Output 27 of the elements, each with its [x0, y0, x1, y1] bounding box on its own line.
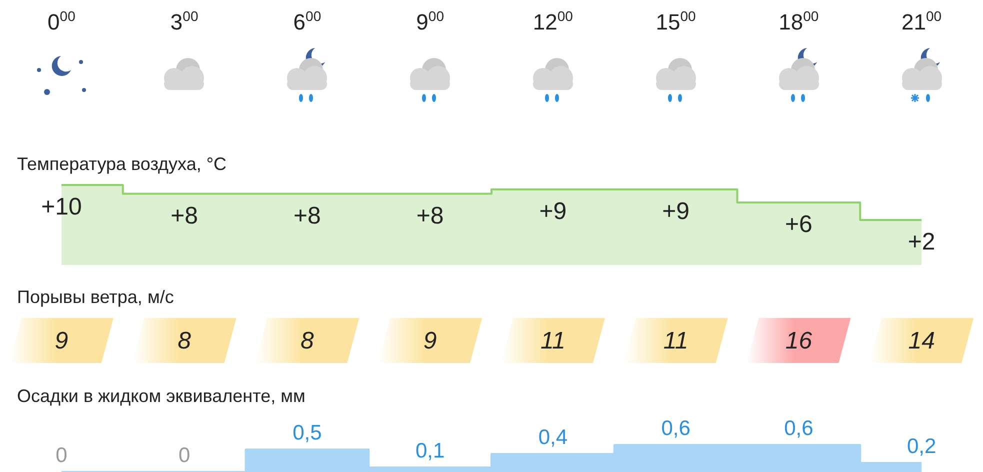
data-label: +9 [662, 198, 690, 225]
data-label: +8 [416, 202, 444, 230]
data-label: 16 [785, 328, 813, 354]
data-label: 8 [300, 328, 315, 354]
data-label: 0 [56, 444, 68, 467]
data-label: 0,5 [292, 422, 322, 444]
data-label: 0,2 [906, 435, 936, 458]
data-label: +9 [539, 198, 567, 225]
data-label: 9 [54, 328, 68, 354]
data-label: +8 [170, 202, 198, 230]
chart-title: Температура воздуха, °C [17, 154, 227, 174]
data-label: +10 [41, 194, 82, 220]
data-label: 0,6 [661, 417, 690, 440]
data-label: 14 [908, 328, 935, 354]
data-label: 11 [540, 328, 566, 354]
data-label: 0,6 [784, 417, 814, 440]
chart-title: Осадки в жидком эквиваленте, мм [17, 386, 306, 406]
data-label: +6 [785, 211, 812, 238]
data-label: 0,1 [415, 440, 445, 462]
data-label: 0 [178, 444, 190, 467]
text: Порывы ветра, м/с [17, 287, 174, 307]
data-label: 0,4 [538, 426, 568, 449]
data-label: 9 [423, 328, 437, 354]
data-label: 11 [663, 328, 688, 354]
data-label: +8 [294, 202, 321, 230]
data-label: +2 [908, 228, 936, 256]
data-label: 8 [178, 328, 192, 354]
